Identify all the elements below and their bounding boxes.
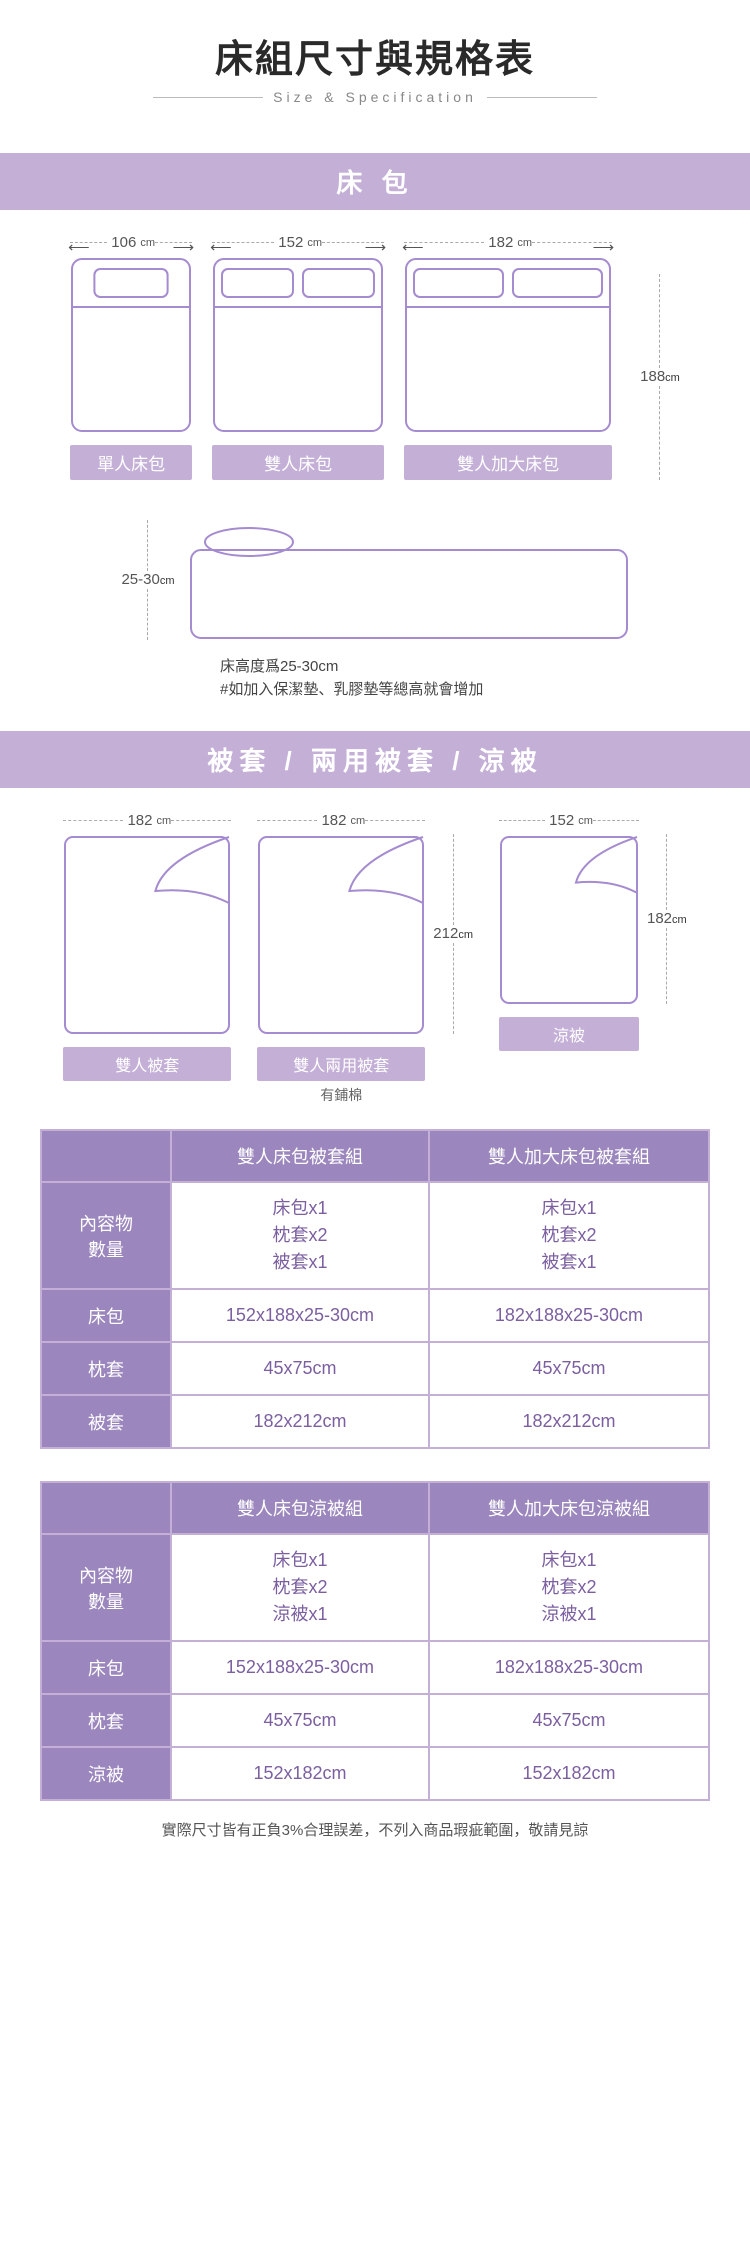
bed-label: 單人床包 — [70, 445, 192, 480]
table-row-header: 枕套 — [41, 1694, 171, 1747]
table-row-header: 涼被 — [41, 1747, 171, 1800]
mattress-caption-line2: #如加入保潔墊、乳膠墊等總高就會增加 — [220, 679, 750, 702]
table-cell: 床包x1枕套x2涼被x1 — [171, 1534, 429, 1641]
bed-width-dim: ⟵ 106cm ⟶ — [70, 234, 192, 251]
table-cell: 床包x1枕套x2被套x1 — [429, 1182, 709, 1289]
table-cell: 152x182cm — [171, 1747, 429, 1800]
bed-width-value: 182 — [484, 234, 517, 251]
table-row-header: 內容物數量 — [41, 1182, 171, 1289]
duvet-item-wrap: 152cm 涼被 182cm — [499, 812, 687, 1051]
duvet-icon — [63, 835, 231, 1035]
duvet-icon — [499, 835, 639, 1005]
table-cell: 182x188x25-30cm — [429, 1289, 709, 1342]
table-cell: 182x212cm — [429, 1395, 709, 1448]
duvet-item-wrap: 182cm 雙人兩用被套 有鋪棉212cm — [257, 812, 473, 1105]
bed-item: ⟵ 106cm ⟶ 單人床包 — [70, 234, 192, 480]
title-block: 床組尺寸與規格表 Size & Specification — [0, 0, 750, 123]
table-header: 雙人床包涼被組 — [171, 1482, 429, 1534]
table-cell: 床包x1枕套x2涼被x1 — [429, 1534, 709, 1641]
table-header — [41, 1482, 171, 1534]
table-header — [41, 1130, 171, 1182]
bed-width-dim: ⟵ 182cm ⟶ — [404, 234, 612, 251]
bed-diagram-row: ⟵ 106cm ⟶ 單人床包 ⟵ 152cm ⟶ 雙人床包 ⟵ 182cm ⟶ — [0, 234, 750, 480]
table-row-header: 內容物數量 — [41, 1534, 171, 1641]
duvet-icon — [257, 835, 425, 1035]
mattress-height-unit: cm — [160, 575, 175, 587]
bed-icon — [404, 257, 612, 433]
table-cell: 182x212cm — [171, 1395, 429, 1448]
duvet-width-value: 182 — [317, 812, 350, 829]
subtitle: Size & Specification — [273, 89, 477, 105]
table-row-header: 床包 — [41, 1641, 171, 1694]
divider-left — [153, 97, 263, 98]
mattress-caption: 床高度爲25-30cm #如加入保潔墊、乳膠墊等總高就會增加 — [0, 652, 750, 701]
mattress-height-dim: 25-30cm — [121, 520, 174, 640]
bed-width-value: 152 — [274, 234, 307, 251]
duvet-width-dim: 182cm — [257, 812, 425, 829]
bed-width-value: 106 — [107, 234, 140, 251]
table-header: 雙人床包被套組 — [171, 1130, 429, 1182]
table-row-header: 枕套 — [41, 1342, 171, 1395]
bed-label: 雙人加大床包 — [404, 445, 612, 480]
table-cell: 45x75cm — [171, 1342, 429, 1395]
bed-height-unit: cm — [665, 372, 680, 384]
duvet-sublabel: 有鋪棉 — [320, 1085, 362, 1105]
duvet-item: 152cm 涼被 — [499, 812, 639, 1051]
table-cell: 182x188x25-30cm — [429, 1641, 709, 1694]
spec-table-duvet-set: 雙人床包被套組雙人加大床包被套組 內容物數量 床包x1枕套x2被套x1 床包x1… — [40, 1129, 710, 1449]
table-header: 雙人加大床包被套組 — [429, 1130, 709, 1182]
spec-table-quilt-set: 雙人床包涼被組雙人加大床包涼被組 內容物數量 床包x1枕套x2涼被x1 床包x1… — [40, 1481, 710, 1801]
section-bar-sheets: 床 包 — [0, 153, 750, 210]
table-cell: 152x182cm — [429, 1747, 709, 1800]
bed-item: ⟵ 182cm ⟶ 雙人加大床包 — [404, 234, 612, 480]
bed-label: 雙人床包 — [212, 445, 384, 480]
bed-height-dim: 188cm — [640, 274, 680, 480]
footnote: 實際尺寸皆有正負3%合理誤差，不列入商品瑕疵範圍，敬請見諒 — [0, 1819, 750, 1840]
duvet-diagram-row: 182cm 雙人被套 182cm 雙人兩用被套 有鋪棉212cm 152cm — [0, 812, 750, 1105]
duvet-width-dim: 182cm — [63, 812, 231, 829]
mattress-side-block: 25-30cm — [0, 520, 750, 640]
duvet-item: 182cm 雙人兩用被套 有鋪棉 — [257, 812, 425, 1105]
mattress-caption-line1: 床高度爲25-30cm — [220, 656, 750, 679]
duvet-height-dim: 212cm — [433, 834, 473, 1034]
bed-icon — [70, 257, 192, 433]
table-cell: 45x75cm — [429, 1694, 709, 1747]
duvet-height-value: 212 — [433, 921, 458, 946]
bed-height-value: 188 — [640, 364, 665, 389]
bed-width-dim: ⟵ 152cm ⟶ — [212, 234, 384, 251]
mattress-height-value: 25-30 — [121, 565, 159, 594]
duvet-label: 雙人兩用被套 — [257, 1047, 425, 1081]
table-cell: 152x188x25-30cm — [171, 1641, 429, 1694]
duvet-item-wrap: 182cm 雙人被套 — [63, 812, 231, 1081]
duvet-label: 涼被 — [499, 1017, 639, 1051]
divider-right — [487, 97, 597, 98]
subtitle-row: Size & Specification — [0, 89, 750, 105]
table-cell: 45x75cm — [429, 1342, 709, 1395]
main-title: 床組尺寸與規格表 — [0, 28, 750, 83]
bed-item: ⟵ 152cm ⟶ 雙人床包 — [212, 234, 384, 480]
table-row-header: 床包 — [41, 1289, 171, 1342]
duvet-width-dim: 152cm — [499, 812, 639, 829]
table-header: 雙人加大床包涼被組 — [429, 1482, 709, 1534]
bed-icon — [212, 257, 384, 433]
duvet-height-value: 182 — [647, 906, 672, 931]
table-cell: 152x188x25-30cm — [171, 1289, 429, 1342]
duvet-item: 182cm 雙人被套 — [63, 812, 231, 1081]
table-cell: 45x75cm — [171, 1694, 429, 1747]
mattress-side-icon — [189, 520, 629, 640]
duvet-height-dim: 182cm — [647, 834, 687, 1004]
table-row-header: 被套 — [41, 1395, 171, 1448]
section-bar-duvets: 被套 / 兩用被套 / 涼被 — [0, 731, 750, 788]
duvet-width-value: 182 — [123, 812, 156, 829]
table-cell: 床包x1枕套x2被套x1 — [171, 1182, 429, 1289]
duvet-label: 雙人被套 — [63, 1047, 231, 1081]
duvet-width-value: 152 — [545, 812, 578, 829]
